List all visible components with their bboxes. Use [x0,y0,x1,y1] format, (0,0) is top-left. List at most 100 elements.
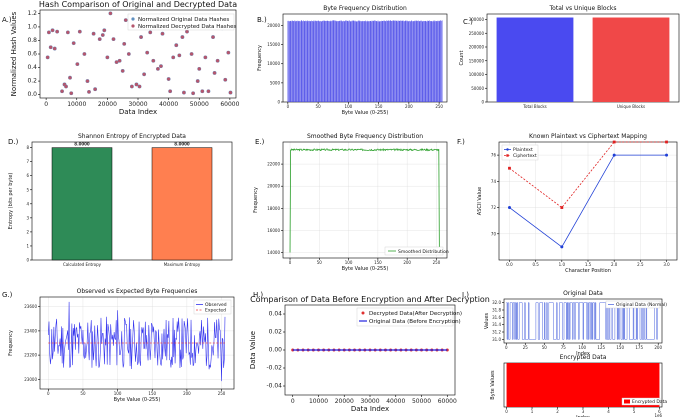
x-tick-label: 50 [317,260,323,265]
x-tick-label: 250 [435,104,443,109]
chart-title: Observed vs Expected Byte Frequencies [77,288,198,295]
decrypted-hash-point [72,41,76,45]
chart-e-svg: E.) 0 50 100 150 200 250 14000 16000 18000 20000 22… [253,133,449,272]
decrypted-hash-point [66,30,70,34]
chart-i-svg: I.)0 25 50 75 100 125 150 175 20031.031.231.431.… [462,290,667,417]
plot-frame [503,298,663,344]
y-tick-label: 32.0 [492,300,501,305]
x-tick-label: 100 [114,391,122,396]
legend-label: Expected [205,308,226,314]
decrypted-hash-point [216,59,220,63]
legend-marker [506,154,509,157]
chart-d-svg: D.) 0 1 2 3 4 5 6 7 8 Shannon Entropy of Encrypted… [8,133,233,267]
y-tick-label: 0.00 [269,347,283,354]
decrypted-hash-point [134,82,139,87]
panel-label: G.) [2,291,13,299]
decrypted-hash-point [82,52,87,56]
x-tick-label: 150 [375,104,383,109]
chart-title: Known Plaintext vs Ciphertext Mapping [529,133,647,140]
x-tick-label: 3 [582,409,585,414]
x-tick-label: 2.5 [637,262,644,267]
x-tick-label: 5 [633,409,636,414]
x-tick-label: 6 [658,409,661,414]
panel-a: A.) 0 10000 20000 30000 40000 50000 60000 0.0 0.2… [0,0,240,125]
x-tick-label: 50 [80,391,86,396]
y-tick-label: 6 [26,173,29,178]
panel-label: I.) [462,291,469,299]
y-tick-label: 18000 [267,206,280,211]
decrypted-hash-point [105,55,109,59]
decrypted-hash-point [182,90,186,95]
y-tick-label: 5 [26,187,29,192]
chart-title: Byte Frequency Distribution [323,5,407,12]
x-tick-label: 75 [561,345,567,350]
ciphertext-point [665,140,668,144]
y-tick-label: 23600 [24,304,37,309]
plot-frame [39,296,235,390]
legend-box [127,13,235,31]
decrypted-hash-point [168,89,172,93]
legend-label: Encrypted Data [632,399,667,405]
y-tick-label: 15000 [267,42,280,47]
ciphertext-point [560,206,564,209]
x-tick-label: Total Blocks [522,104,547,109]
decrypted-hash-point [122,42,126,46]
x-tick-label: 200 [654,345,662,350]
legend-box [193,299,232,315]
panel-label: A.) [2,16,12,24]
y-tick-label: 31.6 [492,315,501,320]
decrypted-hash-point [223,78,227,82]
y-tick-label: 23000 [24,377,37,382]
x-tick-label: 10000 [309,398,328,405]
decrypted-hash-point [189,52,194,56]
x-tick-label: 0 [289,260,292,265]
decrypted-hash-point [177,53,181,57]
y-tick-label: 3 [26,215,29,220]
decrypted-hash-point [145,51,149,55]
legend-label: Plaintext [513,147,533,153]
panel-h: H.) 0 10000 20000 30000 40000 50000 60000 -0.04 -… [245,283,490,417]
x-axis-label: Data Index [119,108,157,116]
chart-c-svg: C.) 0 50000 100000 150000 200000 250000 300000 T… [459,5,680,109]
decrypted-hash-point [171,55,175,59]
legend-marker-decrypted [131,24,135,28]
y-tick-label: 0.4 [27,64,37,71]
series-line [509,141,667,209]
x-tick-label: 100 [345,104,353,109]
decrypted-hash-point [64,84,68,89]
y-axis-label: Count [459,51,465,66]
decrypted-hash-point [148,30,152,34]
x-tick-label: 175 [635,345,643,350]
decrypted-hash-point [211,35,215,39]
decrypted-hash-point [114,60,119,64]
x-tick-label: 0 [44,101,48,108]
legend-marker-original [131,17,135,21]
panel-c: C.) 0 50000 100000 150000 200000 250000 300000 T… [455,0,685,125]
decrypted-hash-point [185,30,189,34]
plaintext-point [507,206,511,210]
block-count-bar [592,17,670,102]
chart-a-svg: A.) 0 10000 20000 30000 40000 50000 60000 0.0 0.2… [2,0,240,116]
decrypted-hash-point [69,91,73,95]
panel-b: B.) 0 50 100 150 200 250 0 5000 10000 15000 20000 By… [245,0,455,125]
x-tick-label: 50000 [190,101,209,108]
y-tick-label: 1.0 [27,23,37,30]
x-tick-label: 1.5 [585,262,592,267]
y-axis-label: Byte Values [490,370,496,400]
y-tick-label: 8 [26,145,29,150]
decrypted-hash-point [75,62,79,66]
x-tick-label: 125 [597,345,605,350]
y-tick-label: 0.02 [269,329,283,336]
y-tick-label: 1.2 [27,10,37,17]
x-tick-label: 50 [542,345,548,350]
y-axis-label: Values [484,312,490,329]
x-tick-label: 20000 [335,398,354,405]
decrypted-hash-point [55,30,59,34]
decrypted-hash-point [118,59,122,63]
decrypted-hash-point [101,33,105,37]
x-tick-label: 4 [607,409,610,414]
legend-box [501,144,539,161]
legend-marker [506,148,509,151]
decrypted-hash-point [46,55,50,59]
y-tick-label: 200000 [469,45,485,50]
